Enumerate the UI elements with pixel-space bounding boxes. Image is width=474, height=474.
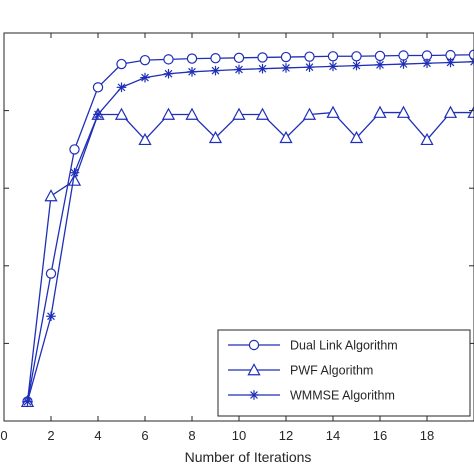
x-tick-label: 12 [279,428,293,443]
x-tick-label: 0 [0,428,7,443]
legend-box [217,329,471,417]
data-point-1-8 [208,130,223,144]
data-point-1-10 [255,107,270,120]
data-point-1-12 [302,107,317,120]
data-point-2-7 [187,67,197,77]
data-point-1-18 [443,105,458,118]
legend-marker [248,339,260,351]
data-point-0-1 [45,268,57,279]
x-axis-label: Number of Iterations [185,449,312,465]
data-point-0-9 [233,52,245,64]
data-point-0-12 [304,51,315,62]
data-point-0-14 [351,51,362,62]
data-point-0-3 [92,82,104,93]
data-point-2-9 [234,64,244,75]
x-tick-label: 14 [326,428,340,443]
data-point-0-11 [280,51,292,63]
x-tick-label: 8 [188,428,195,443]
data-point-0-8 [210,53,221,64]
data-point-2-10 [257,63,268,74]
data-point-0-13 [327,51,339,62]
data-point-0-10 [257,52,268,63]
legend-label: Dual Link Algorithm [290,339,398,353]
data-point-1-16 [396,105,411,118]
data-point-2-14 [351,60,362,71]
data-point-0-15 [374,50,386,62]
data-point-2-19 [469,56,474,67]
data-point-1-4 [114,107,129,120]
axes-group: 0 2 4 6 8 10 12 14 16 18 [0,32,474,443]
legend-item-2: WMMSE Algorithm [228,389,395,403]
x-tick-label: 18 [420,428,434,443]
data-point-0-6 [163,54,174,65]
x-tick-label: 16 [373,428,387,443]
data-point-1-15 [373,105,387,118]
data-point-1-11 [279,130,293,144]
data-point-2-13 [328,61,338,72]
data-point-2-6 [163,68,174,79]
data-point-0-2 [69,144,80,155]
series-2 [22,56,474,407]
data-point-1-13 [326,105,340,118]
series-group [20,49,474,407]
data-point-1-17 [420,132,434,146]
x-tick-label: 6 [141,428,148,443]
legend: Dual Link Algorithm PWF Algorithm WMMSE Al… [217,329,471,417]
data-point-2-11 [281,63,291,73]
data-point-0-19 [468,49,474,60]
legend-marker [249,390,259,400]
data-point-1-9 [232,107,246,120]
data-point-2-17 [422,58,432,69]
data-point-0-4 [116,58,127,70]
legend-label: WMMSE Algorithm [290,389,395,403]
data-point-2-15 [375,60,385,70]
data-point-1-14 [349,130,364,144]
x-tick-label: 2 [47,428,54,443]
data-point-1-1 [44,189,58,202]
data-point-1-5 [138,132,152,146]
data-point-0-16 [398,50,409,61]
x-tick-label: 4 [94,428,101,443]
data-point-1-7 [185,107,199,120]
data-point-0-7 [186,53,198,64]
data-point-2-1 [46,311,56,322]
data-point-0-5 [139,54,151,66]
data-point-2-8 [210,65,221,76]
data-point-1-6 [161,107,176,120]
data-point-2-2 [69,167,80,178]
data-point-2-12 [304,62,315,72]
legend-label: PWF Algorithm [290,364,373,378]
legend-item-0: Dual Link Algorithm [228,339,398,353]
data-point-2-16 [398,59,409,69]
data-point-2-5 [140,72,150,83]
legend-item-1: PWF Algorithm [228,363,373,378]
legend-marker [247,363,261,376]
data-point-1-19 [467,105,474,118]
x-tick-label: 10 [232,428,246,443]
data-point-2-0 [22,396,33,407]
data-point-2-4 [116,82,127,93]
data-point-2-3 [93,109,103,120]
data-point-2-18 [445,57,456,68]
data-point-1-2 [67,173,82,186]
